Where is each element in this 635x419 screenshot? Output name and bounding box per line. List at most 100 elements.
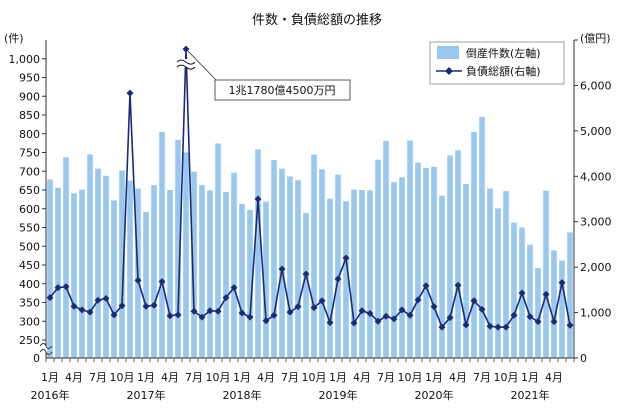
debt-point-11 — [134, 276, 142, 284]
debt-point-34 — [318, 297, 326, 305]
left-axis-label: (件) — [4, 32, 24, 45]
chart-title: 件数・負債総額の推移 — [252, 13, 382, 28]
debt-point-52 — [462, 321, 470, 329]
bar-43 — [391, 182, 397, 359]
debt-point-37 — [342, 254, 350, 262]
debt-point-33 — [310, 304, 318, 312]
bar-30 — [287, 176, 293, 358]
bar-62 — [543, 190, 549, 358]
bar-49 — [439, 195, 445, 359]
debt-point-10 — [126, 89, 134, 97]
bar-60 — [527, 244, 533, 358]
debt-point-51 — [454, 281, 462, 289]
bar-3 — [71, 193, 77, 359]
bar-52 — [463, 184, 469, 358]
bar-10 — [127, 180, 133, 359]
bar-27 — [263, 201, 269, 359]
debt-point-42 — [382, 312, 390, 320]
bar-50 — [447, 155, 453, 358]
x-month-label-0: 1月 — [41, 371, 59, 384]
debt-point-43 — [390, 315, 398, 323]
bar-2 — [63, 157, 69, 359]
legend-label-bars: 倒産件数(左軸) — [466, 46, 541, 60]
right-tick-label-2: 2,000 — [580, 261, 612, 274]
annotation-leader — [187, 50, 219, 83]
left-tick-label-5: 500 — [19, 240, 40, 253]
debt-point-32 — [302, 270, 310, 278]
bar-23 — [231, 172, 237, 358]
debt-point-15 — [166, 312, 174, 320]
debt-point-27 — [262, 317, 270, 325]
debt-point-64 — [558, 279, 566, 287]
right-tick-label-3: 3,000 — [580, 216, 612, 229]
bar-63 — [551, 250, 557, 359]
debt-point-48 — [430, 303, 438, 311]
left-axis-break-bottom — [39, 349, 53, 355]
debt-point-36 — [334, 275, 342, 283]
debt-point-17 — [182, 45, 190, 53]
debt-point-62 — [542, 290, 550, 298]
x-month-label-63: 4月 — [545, 371, 563, 384]
left-tick-label-12: 850 — [19, 109, 40, 122]
left-tick-label-1: 300 — [19, 315, 40, 328]
bar-44 — [399, 177, 405, 358]
x-month-label-9: 10月 — [110, 371, 135, 384]
debt-point-49 — [438, 323, 446, 331]
debt-point-54 — [478, 305, 486, 313]
bar-61 — [535, 268, 541, 358]
debt-point-23 — [230, 284, 238, 292]
x-month-label-24: 1月 — [233, 371, 251, 384]
debt-point-41 — [374, 317, 382, 325]
debt-point-3 — [70, 302, 78, 310]
bar-37 — [343, 201, 349, 358]
debt-point-4 — [78, 306, 86, 314]
left-tick-label-0: 250 — [19, 334, 40, 347]
bar-21 — [215, 143, 221, 358]
bar-65 — [567, 232, 573, 359]
left-tick-label-9: 700 — [19, 165, 40, 178]
bar-4 — [79, 189, 85, 359]
x-month-label-36: 1月 — [329, 371, 347, 384]
right-tick-label-0: 0 — [580, 352, 587, 365]
debt-point-50 — [446, 314, 454, 322]
x-month-label-21: 10月 — [206, 371, 231, 384]
bar-41 — [375, 159, 381, 358]
bar-31 — [295, 180, 301, 358]
debt-point-38 — [350, 319, 358, 327]
debt-point-1 — [54, 284, 62, 292]
bar-48 — [431, 166, 437, 358]
bars-layer — [47, 116, 573, 359]
x-month-label-18: 7月 — [185, 371, 203, 384]
x-year-label-2: 2018年 — [223, 388, 262, 402]
bar-5 — [87, 154, 93, 359]
bar-7 — [103, 175, 109, 358]
bar-39 — [359, 190, 365, 358]
debt-point-9 — [118, 302, 126, 310]
annotation-text: 1兆1780億4500万円 — [229, 84, 336, 97]
debt-point-63 — [550, 318, 558, 326]
bar-33 — [311, 154, 317, 358]
left-tick-label-15: 1,000 — [9, 53, 41, 66]
left-tick-label-2: 350 — [19, 297, 40, 310]
bar-25 — [247, 209, 253, 359]
debt-point-0 — [46, 294, 54, 302]
left-tick-label-13: 900 — [19, 90, 40, 103]
debt-point-29 — [278, 265, 286, 273]
bar-51 — [455, 150, 461, 358]
bar-36 — [335, 174, 341, 359]
bar-57 — [503, 191, 509, 359]
left-tick-label-3: 400 — [19, 278, 40, 291]
debt-point-16 — [174, 311, 182, 319]
x-month-label-39: 4月 — [353, 371, 371, 384]
debt-point-21 — [214, 307, 222, 315]
left-tick-label-zero: 0 — [33, 352, 40, 365]
line-layer — [46, 45, 574, 331]
legend: 倒産件数(左軸) 負債総額(右軸) — [429, 41, 565, 85]
bar-40 — [367, 190, 373, 359]
debt-point-22 — [222, 294, 230, 302]
debt-point-44 — [398, 306, 406, 314]
debt-point-46 — [414, 296, 422, 304]
bar-6 — [95, 168, 101, 359]
bar-35 — [327, 198, 333, 359]
